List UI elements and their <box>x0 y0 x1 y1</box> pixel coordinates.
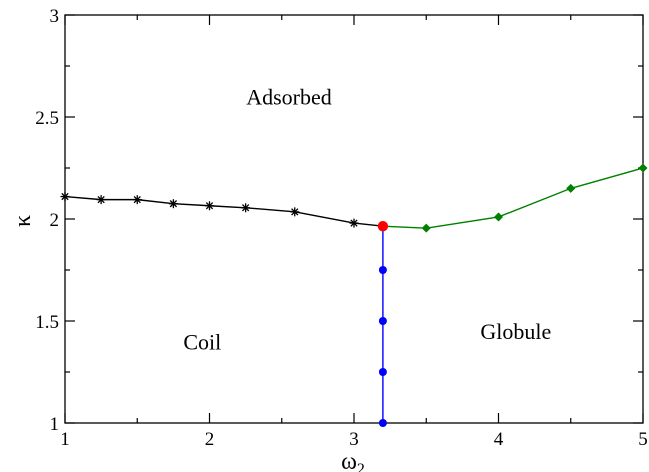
data-point-star <box>60 192 70 202</box>
data-point-circle <box>378 368 387 376</box>
x-tick-label: 2 <box>205 429 215 450</box>
y-tick-label: 3 <box>50 6 60 27</box>
labels-layer: Adsorbed Coil Globule <box>183 85 551 355</box>
y-tick-label: 2 <box>50 210 60 231</box>
data-point-star <box>96 195 106 205</box>
data-point-star <box>349 218 359 228</box>
axis-ticks: 1 2 3 4 5 1 1.5 2 2.5 3 <box>35 6 648 450</box>
data-point-star <box>205 201 214 211</box>
data-point-circle <box>378 419 387 427</box>
data-point-star <box>168 199 178 209</box>
data-point-diamond <box>566 183 576 193</box>
x-tick-label: 4 <box>494 429 504 450</box>
region-label: Coil <box>183 329 221 354</box>
data-point-star <box>241 203 251 213</box>
series-layer <box>60 163 648 427</box>
region-label: Globule <box>480 319 551 344</box>
x-axis-title-subscript: 2 <box>357 461 365 472</box>
series-line <box>64 195 383 227</box>
triple-point-marker <box>377 220 389 232</box>
data-point-star <box>132 195 142 205</box>
y-tick-label: 2.5 <box>35 108 59 129</box>
x-tick-label: 1 <box>60 429 70 450</box>
data-point-diamond <box>638 163 648 173</box>
x-tick-label: 5 <box>638 429 648 450</box>
region-label: Adsorbed <box>246 85 332 110</box>
y-tick-label: 1.5 <box>35 312 59 333</box>
data-point-diamond <box>421 223 431 233</box>
data-point-circle <box>378 266 387 274</box>
x-tick-label: 3 <box>349 429 359 450</box>
x-axis-title-main: ω <box>341 449 357 472</box>
data-point-star <box>290 207 300 217</box>
data-point-circle <box>378 317 387 325</box>
y-tick-label: 1 <box>50 414 60 435</box>
y-axis-title: κ <box>10 215 36 227</box>
series-line <box>382 167 644 229</box>
data-point-diamond <box>493 212 504 222</box>
x-axis-title: ω2 <box>341 449 365 472</box>
